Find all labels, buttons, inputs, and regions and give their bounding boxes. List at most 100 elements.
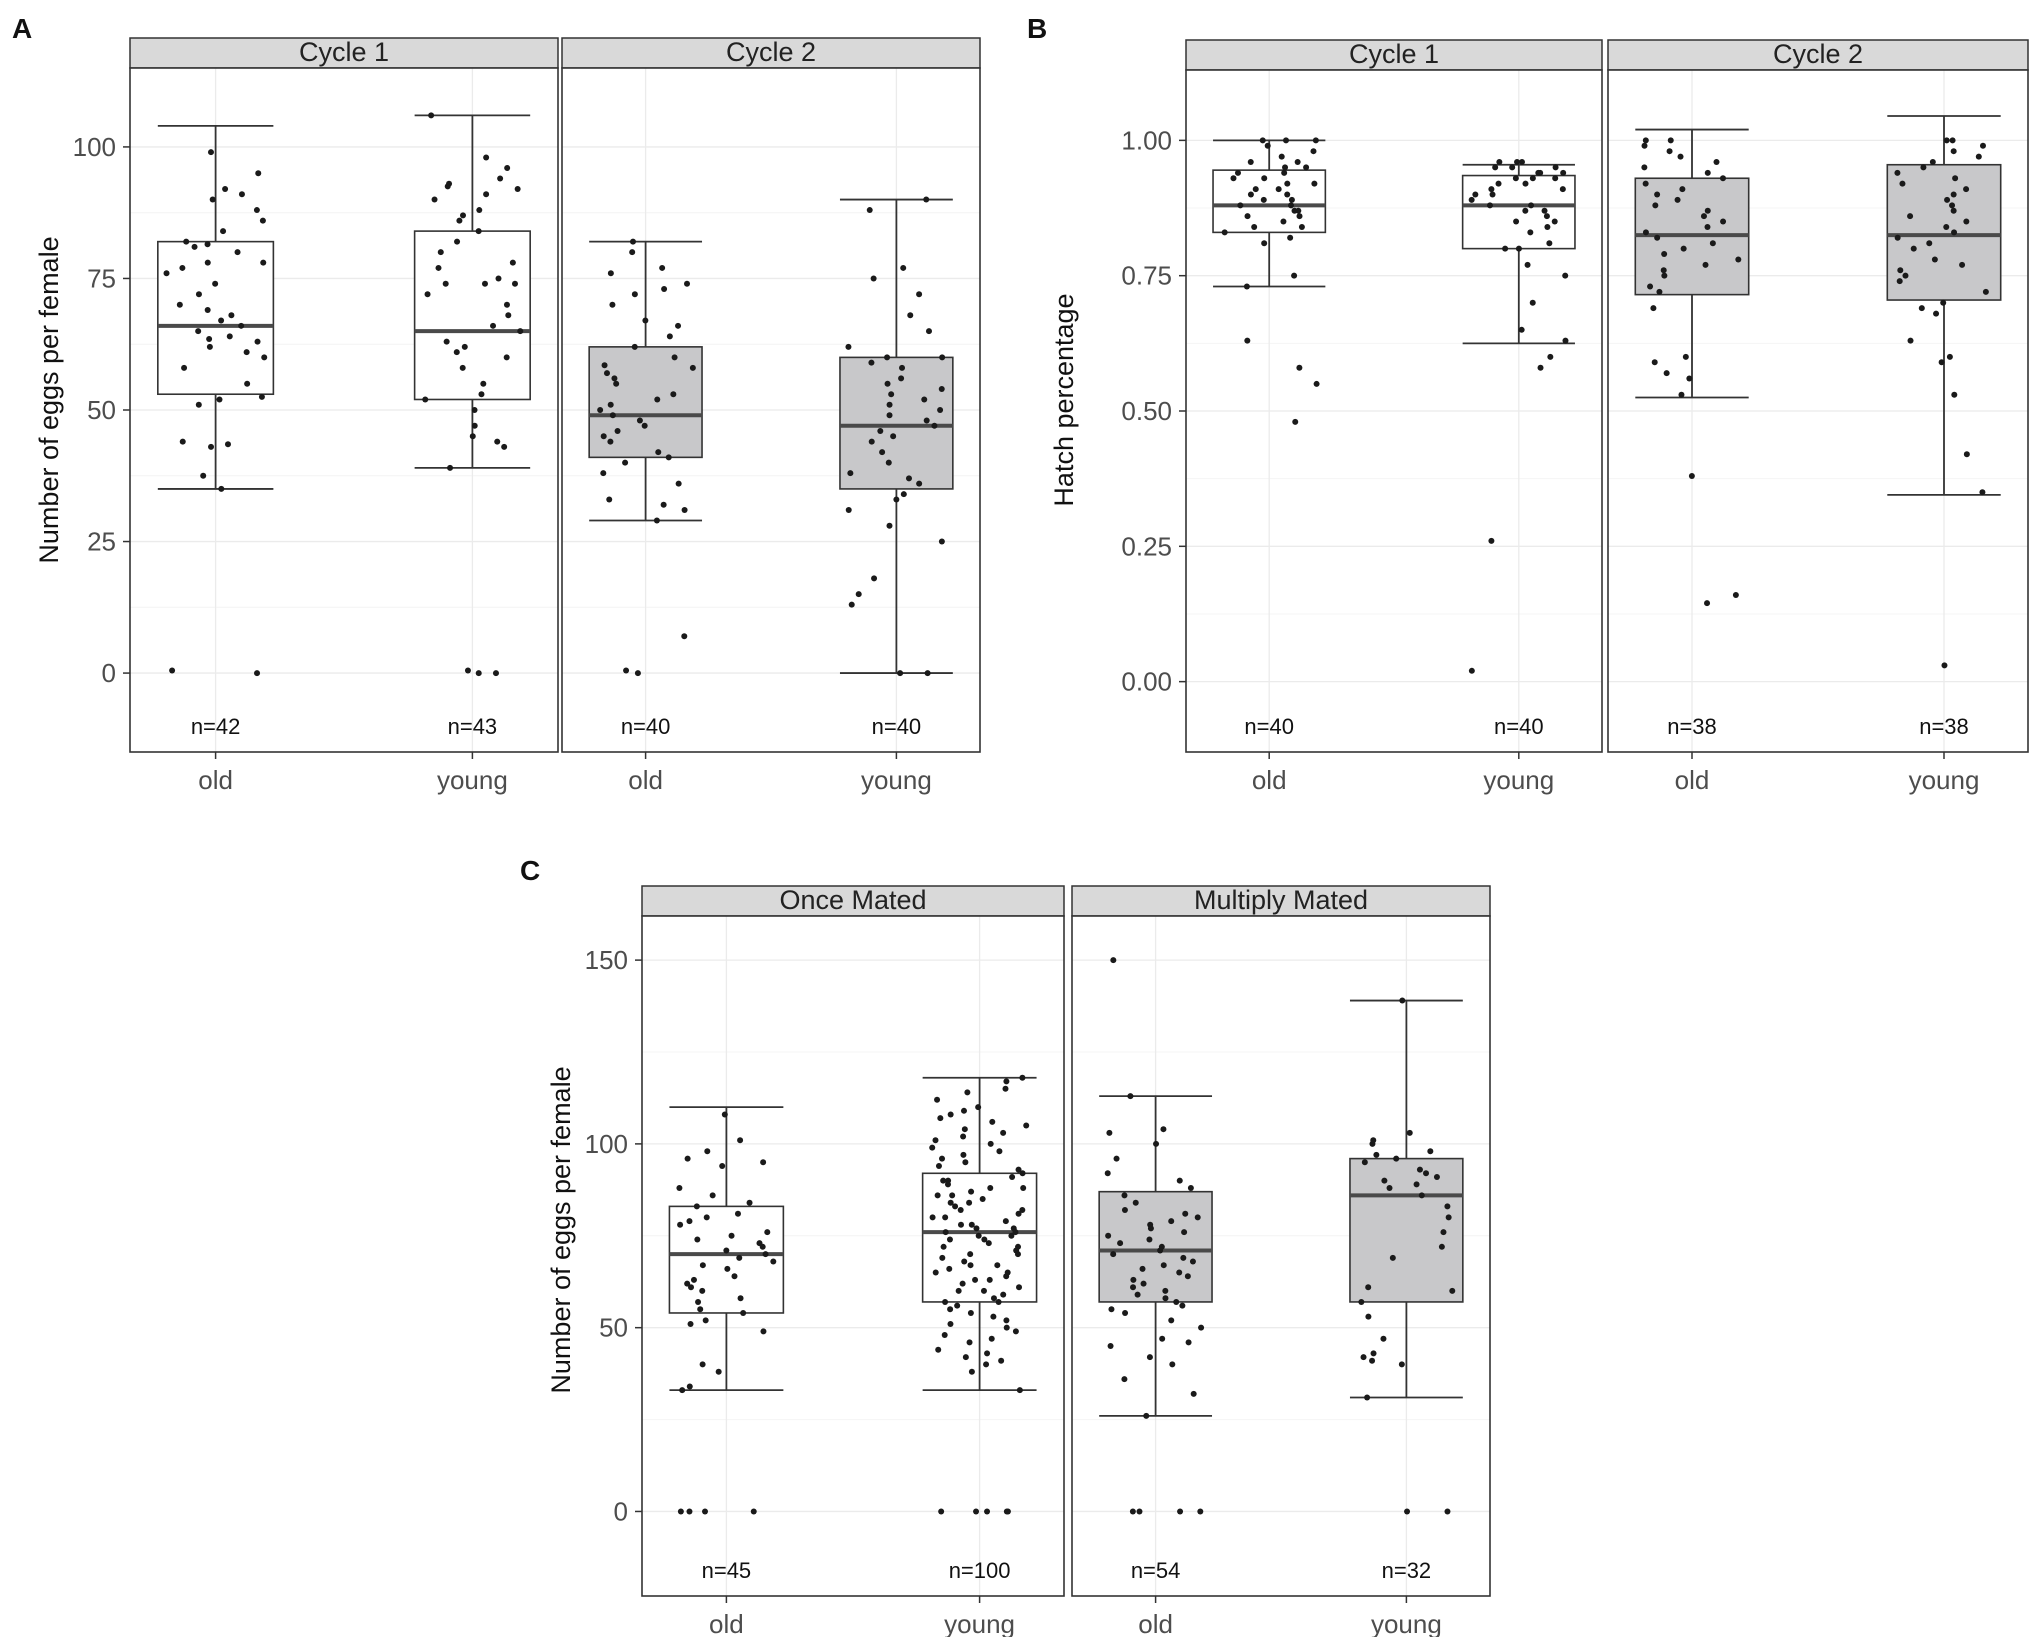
data-point	[1524, 261, 1531, 268]
data-point	[1979, 489, 1986, 496]
data-point	[1661, 251, 1668, 258]
data-point	[675, 322, 682, 329]
data-point	[1291, 207, 1298, 214]
data-point	[1527, 229, 1534, 236]
data-point	[471, 422, 478, 429]
data-point	[703, 1214, 710, 1221]
data-point	[995, 1298, 1002, 1305]
facet-strip-title: Cycle 2	[726, 37, 816, 67]
data-point	[1660, 267, 1667, 274]
data-point	[1168, 1218, 1175, 1225]
data-point	[905, 475, 912, 482]
data-point	[968, 1221, 975, 1228]
data-point	[1020, 1185, 1027, 1191]
data-point	[475, 228, 482, 235]
data-point	[954, 1302, 961, 1309]
data-point	[746, 1199, 753, 1206]
data-point	[1310, 148, 1317, 155]
data-point	[1198, 1324, 1205, 1331]
data-point	[1381, 1177, 1388, 1184]
data-point	[1552, 175, 1559, 182]
data-point	[886, 412, 893, 419]
data-point	[642, 317, 649, 324]
data-point	[987, 1140, 994, 1147]
data-point	[1110, 957, 1117, 964]
panel-letter-c: C	[520, 855, 540, 886]
data-point	[975, 1104, 982, 1111]
data-point	[932, 1137, 939, 1144]
facet-b-cycle-2: Cycle 2 n=38 old n=38 young	[1607, 39, 2029, 795]
data-point	[611, 375, 618, 382]
data-point	[1298, 223, 1305, 230]
data-point	[923, 196, 930, 203]
data-point	[699, 1262, 706, 1269]
data-point	[1641, 142, 1648, 149]
data-point	[1709, 240, 1716, 247]
data-point	[1260, 196, 1267, 203]
y-tick-label: 0.75	[1121, 261, 1172, 291]
data-point	[900, 264, 907, 271]
data-point	[169, 667, 176, 674]
x-tick-label: old	[1138, 1609, 1173, 1637]
data-point	[899, 364, 906, 371]
data-point	[1283, 137, 1290, 144]
data-point	[464, 667, 471, 674]
box-young	[413, 112, 531, 677]
data-point	[1243, 283, 1250, 290]
data-point	[1361, 1159, 1368, 1166]
data-point	[1406, 1129, 1413, 1136]
data-point	[1296, 213, 1303, 220]
data-point	[460, 212, 467, 219]
data-point	[653, 517, 660, 524]
data-point	[888, 391, 895, 398]
data-point	[762, 1251, 769, 1258]
data-point	[1894, 169, 1901, 176]
data-point	[517, 328, 524, 335]
data-point	[1719, 175, 1726, 182]
data-point	[890, 433, 897, 440]
data-point	[1019, 1207, 1026, 1214]
data-point	[947, 1321, 954, 1327]
data-point	[1264, 142, 1271, 149]
n-label: n=43	[448, 714, 498, 739]
data-point	[1364, 1394, 1371, 1401]
data-point	[1012, 1328, 1019, 1335]
data-point	[704, 1148, 711, 1155]
data-point	[983, 1361, 990, 1368]
facet-strip-title: Cycle 2	[1773, 39, 1863, 69]
data-point	[925, 328, 932, 335]
data-point	[1121, 1192, 1128, 1199]
data-point	[1162, 1287, 1169, 1294]
data-point	[966, 1199, 973, 1206]
data-point	[1413, 1181, 1420, 1188]
data-point	[1234, 169, 1241, 176]
data-point	[1704, 207, 1711, 214]
data-point	[1184, 1273, 1191, 1280]
data-point	[636, 417, 643, 424]
facet-strip	[1185, 39, 1603, 71]
data-point	[868, 438, 875, 445]
data-point	[1015, 1243, 1022, 1250]
data-point	[1551, 218, 1558, 225]
data-point	[1187, 1185, 1194, 1191]
data-point	[942, 1229, 949, 1236]
data-point	[932, 1269, 939, 1276]
data-point	[973, 1225, 980, 1232]
data-point	[1121, 1207, 1128, 1214]
data-point	[1702, 261, 1709, 268]
data-point	[1902, 272, 1909, 279]
data-point	[1518, 326, 1525, 333]
panel-letter-b: B	[1027, 13, 1047, 44]
data-point	[1136, 1508, 1143, 1515]
data-point	[1282, 164, 1289, 171]
data-point	[1113, 1155, 1120, 1162]
box-young	[1461, 159, 1576, 674]
data-point	[1169, 1361, 1176, 1368]
data-point	[181, 364, 188, 371]
data-point	[228, 312, 235, 319]
data-point	[183, 238, 190, 245]
data-point	[879, 449, 886, 456]
data-point	[509, 259, 516, 266]
data-point	[960, 1107, 967, 1114]
data-point	[988, 1335, 995, 1342]
